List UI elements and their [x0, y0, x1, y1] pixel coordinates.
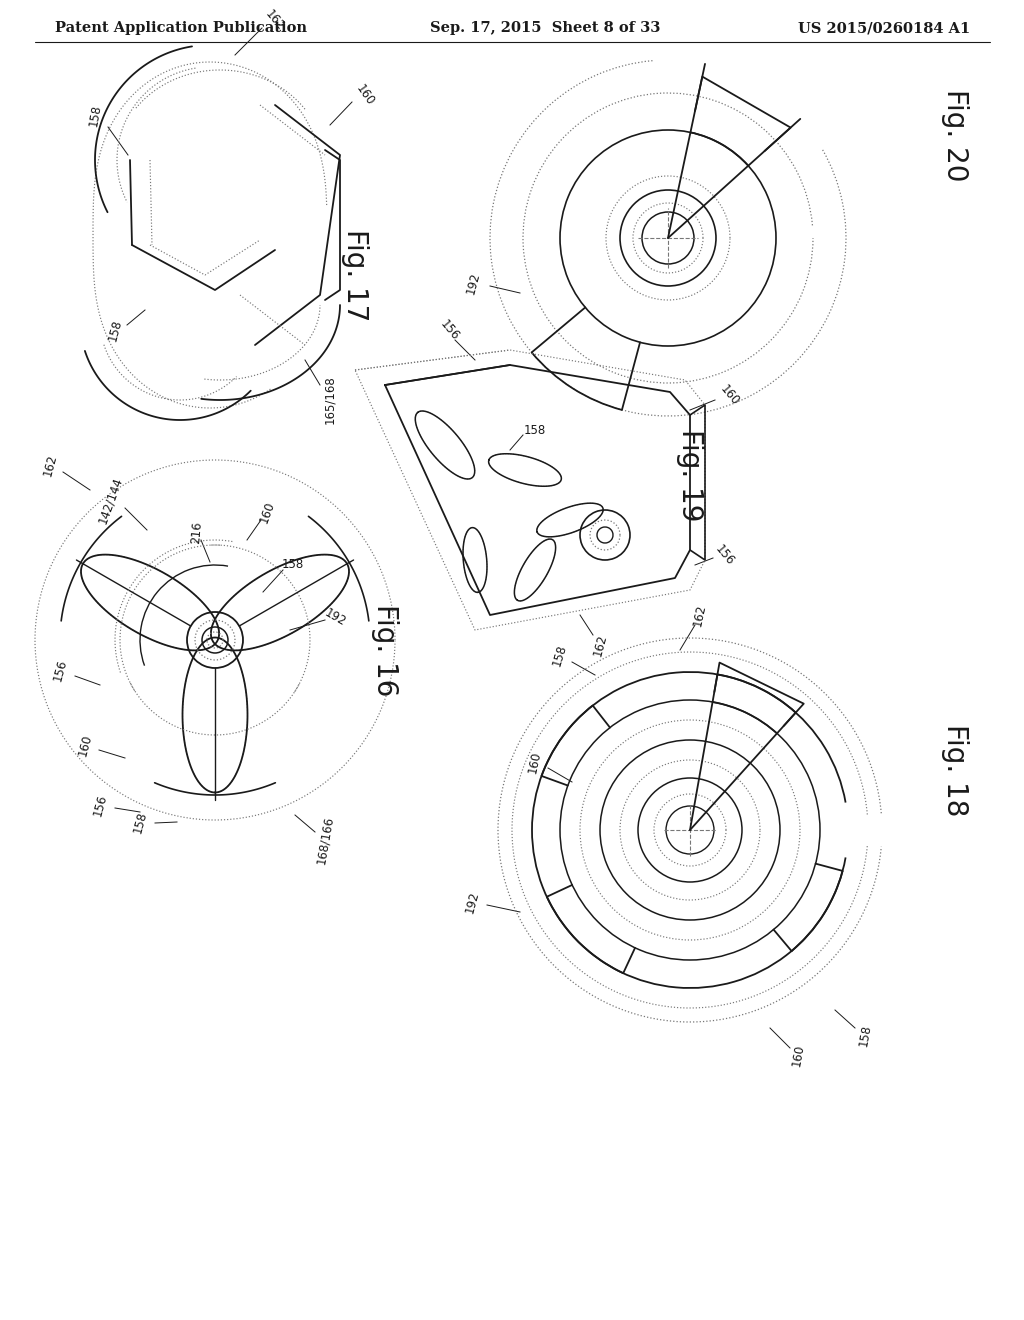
Text: 158: 158 — [857, 1023, 873, 1047]
Text: US 2015/0260184 A1: US 2015/0260184 A1 — [798, 21, 970, 36]
Text: 162: 162 — [691, 603, 709, 627]
Text: Fig. 17: Fig. 17 — [341, 228, 369, 321]
Text: 158: 158 — [551, 643, 569, 668]
Text: 160: 160 — [353, 82, 377, 108]
Text: Fig. 18: Fig. 18 — [941, 723, 969, 816]
Text: 158: 158 — [105, 318, 124, 342]
Text: Sep. 17, 2015  Sheet 8 of 33: Sep. 17, 2015 Sheet 8 of 33 — [430, 21, 660, 36]
Text: 160: 160 — [718, 383, 742, 408]
Text: 142/144: 142/144 — [95, 475, 125, 525]
Text: 192: 192 — [463, 890, 481, 915]
Text: 168/166: 168/166 — [314, 814, 336, 865]
Text: Fig. 19: Fig. 19 — [676, 429, 705, 521]
Text: 158: 158 — [282, 558, 304, 572]
Text: 192: 192 — [464, 271, 482, 296]
Text: 158: 158 — [524, 424, 546, 437]
Text: 162: 162 — [591, 632, 609, 657]
Text: 158: 158 — [131, 809, 150, 834]
Text: 160: 160 — [526, 750, 544, 775]
Text: 156: 156 — [438, 317, 462, 343]
Text: 216: 216 — [189, 520, 205, 544]
Text: Patent Application Publication: Patent Application Publication — [55, 21, 307, 36]
Text: 158: 158 — [87, 103, 103, 127]
Text: 192: 192 — [322, 607, 348, 630]
Text: 160: 160 — [76, 733, 94, 758]
Text: 156: 156 — [91, 792, 110, 817]
Text: Fig. 16: Fig. 16 — [371, 603, 399, 696]
Text: 156: 156 — [713, 543, 737, 568]
Text: 162: 162 — [263, 7, 287, 33]
Text: 162: 162 — [41, 453, 59, 478]
Text: 160: 160 — [790, 1043, 806, 1067]
Text: Fig. 20: Fig. 20 — [941, 88, 969, 181]
Text: 165/168: 165/168 — [324, 376, 337, 424]
Text: 156: 156 — [51, 657, 70, 682]
Text: 160: 160 — [257, 499, 276, 525]
